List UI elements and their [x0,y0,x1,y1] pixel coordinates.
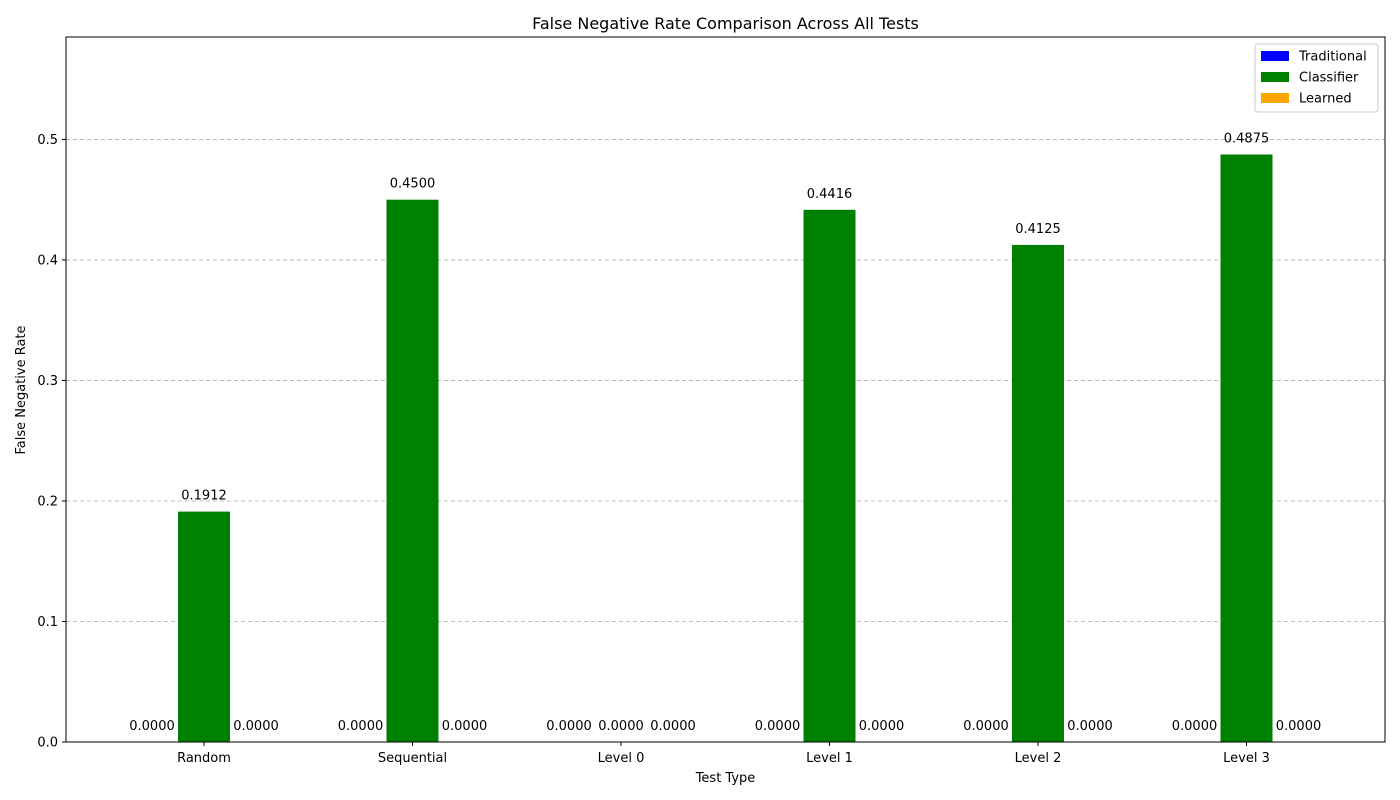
value-label: 0.0000 [338,719,384,734]
bar-classifier [1220,154,1273,742]
value-labels: 0.0000 0.1912 0.0000 0.0000 0.4500 0.0000 0.00… [129,132,1321,735]
value-label: 0.4875 [1224,132,1270,147]
bar-classifier [1012,244,1064,742]
legend-swatch-classifier [1261,72,1289,82]
legend-swatch-learned [1261,93,1289,103]
y-tick-label: 0.2 [37,494,58,509]
x-tick-label: Level 3 [1223,751,1270,766]
value-label: 0.0000 [546,719,592,734]
value-label: 0.0000 [755,719,801,734]
x-tick-label: Sequential [378,751,447,766]
x-tick-label: Level 2 [1015,751,1062,766]
x-axis: Random Sequential Level 0 Level 1 Level 2 Lev… [177,742,1270,766]
legend-swatch-traditional [1261,51,1289,61]
grid-lines [66,139,1385,622]
legend-label: Classifier [1299,71,1359,86]
y-tick-label: 0.3 [37,374,58,389]
value-label: 0.0000 [129,719,175,734]
value-label: 0.4416 [807,187,853,202]
value-label: 0.4500 [390,177,436,192]
value-label: 0.0000 [233,719,279,734]
y-tick-label: 0.0 [37,736,58,751]
y-tick-label: 0.4 [37,253,58,268]
value-label: 0.0000 [650,719,696,734]
legend-label: Learned [1299,92,1352,107]
bar-classifier [803,209,856,743]
y-tick-label: 0.5 [37,133,58,148]
bar-classifier [386,199,439,742]
value-label: 0.0000 [963,719,1009,734]
value-label: 0.0000 [859,719,905,734]
y-axis: 0.0 0.1 0.2 0.3 0.4 0.5 [37,133,66,751]
value-label: 0.0000 [598,719,644,734]
legend: Traditional Classifier Learned [1254,43,1379,113]
value-label: 0.4125 [1015,222,1061,237]
bar-classifier [178,511,230,742]
legend-label: Traditional [1298,50,1367,65]
x-tick-label: Level 1 [806,751,853,766]
x-tick-label: Random [177,751,231,766]
x-tick-label: Level 0 [598,751,645,766]
y-tick-label: 0.1 [37,615,58,630]
value-label: 0.0000 [1067,719,1113,734]
value-label: 0.0000 [442,719,488,734]
chart-title: False Negative Rate Comparison Across Al… [532,14,919,33]
plot-frame [65,36,1386,743]
y-axis-label: False Negative Rate [14,325,29,454]
bars [178,154,1273,743]
x-axis-label: Test Type [695,771,756,786]
value-label: 0.0000 [1276,719,1322,734]
value-label: 0.0000 [1172,719,1218,734]
value-label: 0.1912 [181,489,227,504]
